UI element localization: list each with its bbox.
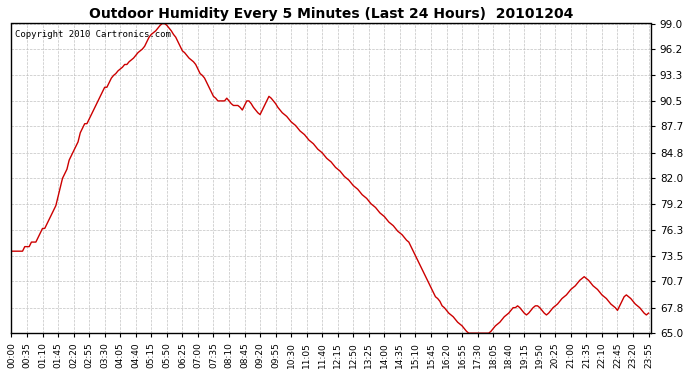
Text: Copyright 2010 Cartronics.com: Copyright 2010 Cartronics.com <box>14 30 170 39</box>
Title: Outdoor Humidity Every 5 Minutes (Last 24 Hours)  20101204: Outdoor Humidity Every 5 Minutes (Last 2… <box>89 7 573 21</box>
